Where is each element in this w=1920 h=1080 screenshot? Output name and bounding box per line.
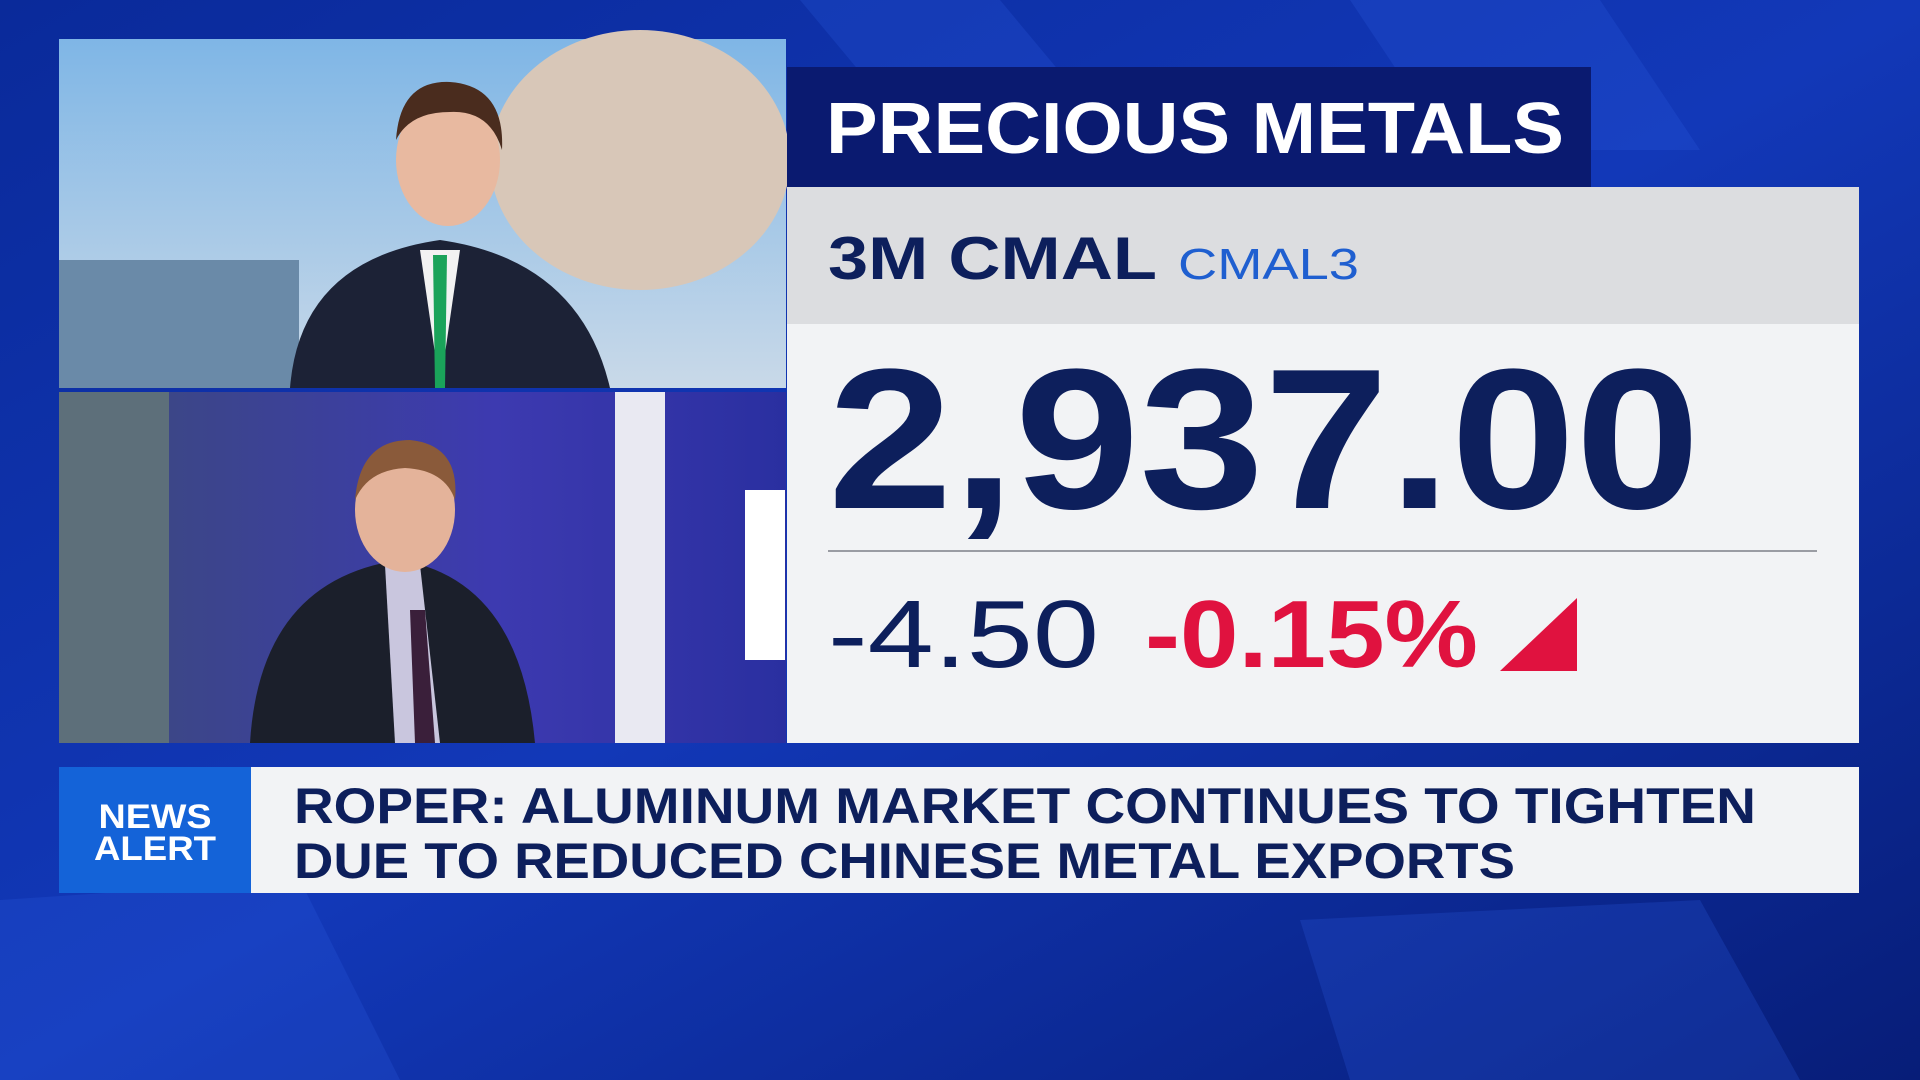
news-alert-label: ALERT <box>94 830 216 868</box>
video-feed-bottom <box>59 392 786 743</box>
instrument-symbol: CMAL3 <box>1178 240 1359 289</box>
price: 2,937.00 <box>828 328 1700 551</box>
news-alert-label: NEWS <box>99 798 212 836</box>
headline-line: ROPER: ALUMINUM MARKET CONTINUES TO TIGH… <box>294 778 1756 834</box>
header-bar <box>787 67 1591 187</box>
price-change-percent: -0.15% <box>1145 581 1478 688</box>
quote-panel-header <box>787 187 1859 324</box>
header-title: PRECIOUS METALS <box>826 89 1564 169</box>
change-indicator <box>1500 598 1577 671</box>
price-change: -4.50 <box>828 581 1099 688</box>
instrument-name: 3M CMAL <box>828 225 1157 292</box>
news-alert-badge <box>59 767 251 893</box>
video-feed-top <box>59 30 790 388</box>
headline-bar <box>251 767 1859 893</box>
headline-line: DUE TO REDUCED CHINESE METAL EXPORTS <box>294 833 1515 889</box>
